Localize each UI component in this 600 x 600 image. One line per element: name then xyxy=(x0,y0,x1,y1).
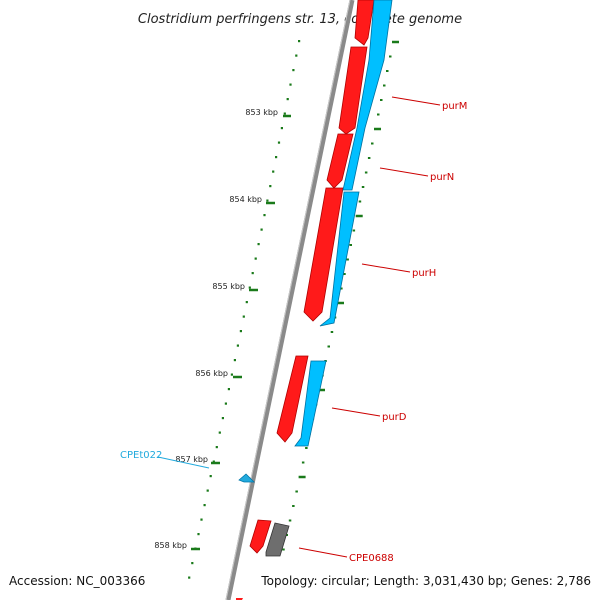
gene-feature-reverse-top[interactable] xyxy=(342,0,393,191)
ruler-dot xyxy=(272,170,275,173)
ruler-dot xyxy=(224,402,227,405)
ruler-dot xyxy=(197,533,200,536)
genome-backbone xyxy=(225,0,355,600)
gene-label-purD[interactable]: purD xyxy=(382,412,407,423)
ruler-dot xyxy=(236,344,239,347)
ruler-dot xyxy=(263,214,266,217)
gene-label-CPEt022[interactable]: CPEt022 xyxy=(120,450,162,461)
genome-backbone-highlight xyxy=(225,0,351,600)
gene-labels: purM purN purH purD CPEt022 CPE0688 xyxy=(120,96,467,564)
ruler-label-858: 858 kbp xyxy=(154,541,187,550)
ruler-dot xyxy=(260,228,263,231)
gene-red-feature-small[interactable] xyxy=(249,519,272,554)
forward-strand xyxy=(236,0,375,600)
reverse-strand xyxy=(238,0,393,483)
ruler-dot xyxy=(206,489,209,492)
gene-label-CPE0688[interactable]: CPE0688 xyxy=(349,553,394,564)
map-title: Clostridium perfringens str. 13, complet… xyxy=(138,12,462,27)
ruler-dot xyxy=(218,431,221,434)
gene-purH-feature[interactable] xyxy=(303,187,344,322)
gene-purD-feature[interactable] xyxy=(276,355,309,443)
gene-feature-forward[interactable] xyxy=(354,0,375,46)
purD-callout-line xyxy=(331,407,381,417)
ruler-label-853: 853 kbp xyxy=(245,108,278,117)
ruler-dot xyxy=(203,504,206,507)
ruler-dot xyxy=(239,330,242,333)
ruler-dot xyxy=(280,127,283,130)
ruler-dot xyxy=(242,315,245,318)
gene-purN-feature[interactable] xyxy=(326,133,354,189)
gene-label-purH[interactable]: purH xyxy=(412,268,436,279)
ruler-dot xyxy=(275,156,278,159)
ruler-dots xyxy=(188,40,301,579)
CPE0688-callout-line xyxy=(298,547,348,558)
ruler-dot xyxy=(269,185,272,188)
ruler-dot xyxy=(292,69,295,72)
ruler-dot xyxy=(233,359,236,362)
ruler-label-856: 856 kbp xyxy=(195,369,228,378)
ruler-dot xyxy=(277,141,281,144)
accession-label: Accession: NC_003366 xyxy=(9,574,146,588)
ruler-dot xyxy=(200,518,203,521)
ruler-dot xyxy=(254,257,257,260)
ruler-dot xyxy=(188,576,191,579)
purH-callout-line xyxy=(361,263,411,273)
ruler-dot xyxy=(245,301,248,304)
ruler-dot xyxy=(251,272,254,275)
ruler-label-854: 854 kbp xyxy=(229,195,262,204)
CPEt022-callout-line xyxy=(157,456,210,469)
gene-purD-reverse[interactable] xyxy=(294,360,327,447)
ruler-dot xyxy=(221,417,224,420)
ruler-dot xyxy=(283,112,286,115)
ruler-dot xyxy=(286,98,289,101)
ruler-dot xyxy=(266,199,269,202)
ruler-label-855: 855 kbp xyxy=(212,282,245,291)
gene-label-purM[interactable]: purM xyxy=(442,101,467,112)
ruler-dot xyxy=(257,243,260,246)
gene-purH-reverse[interactable] xyxy=(319,191,360,327)
ruler-dot xyxy=(298,40,301,43)
ruler-dot xyxy=(212,460,215,463)
ruler-dot xyxy=(191,562,194,565)
purM-callout-line xyxy=(391,96,441,106)
ruler-dot xyxy=(248,286,251,289)
position-ruler: 853 kbp 854 kbp 855 kbp 856 kbp 857 kbp … xyxy=(154,108,291,551)
ruler-label-857: 857 kbp xyxy=(175,455,208,464)
ruler-dot xyxy=(230,373,233,376)
ruler-dot xyxy=(289,83,292,86)
gene-CPEt022-feature[interactable] xyxy=(238,473,255,483)
ruler-dot xyxy=(215,446,218,449)
gene-label-purN[interactable]: purN xyxy=(430,172,454,183)
ruler-dot xyxy=(209,475,212,478)
purN-callout-line xyxy=(379,167,429,177)
gene-CPE0688-feature[interactable] xyxy=(265,522,290,557)
topology-label: Topology: circular; Length: 3,031,430 bp… xyxy=(261,574,591,588)
ruler-dot xyxy=(295,54,298,57)
gene-purM-feature[interactable] xyxy=(338,46,368,135)
ruler-dot xyxy=(227,388,230,391)
